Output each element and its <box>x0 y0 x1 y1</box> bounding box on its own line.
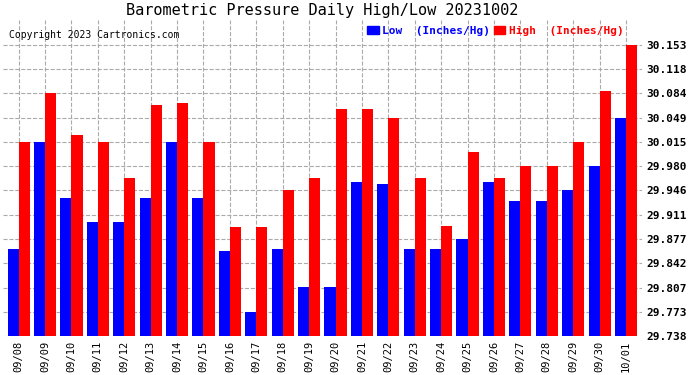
Bar <box>219 251 230 336</box>
Bar <box>324 287 335 336</box>
Bar <box>204 142 215 336</box>
Bar <box>600 90 611 336</box>
Bar <box>351 182 362 336</box>
Bar <box>230 227 241 336</box>
Bar <box>72 135 83 336</box>
Bar <box>166 142 177 336</box>
Bar <box>441 226 452 336</box>
Bar <box>193 198 204 336</box>
Title: Barometric Pressure Daily High/Low 20231002: Barometric Pressure Daily High/Low 20231… <box>126 3 518 18</box>
Bar <box>245 312 256 336</box>
Bar <box>404 249 415 336</box>
Bar <box>562 190 573 336</box>
Bar <box>335 109 346 336</box>
Bar <box>60 198 72 336</box>
Bar <box>113 222 124 336</box>
Bar <box>415 178 426 336</box>
Bar <box>483 182 494 336</box>
Bar <box>98 142 109 336</box>
Bar <box>45 93 56 336</box>
Bar <box>362 109 373 336</box>
Bar <box>520 166 531 336</box>
Bar <box>494 178 505 336</box>
Bar <box>377 184 388 336</box>
Bar <box>546 166 558 336</box>
Bar <box>309 178 320 336</box>
Bar <box>589 166 600 336</box>
Bar <box>19 142 30 336</box>
Bar <box>87 222 98 336</box>
Bar <box>430 249 441 336</box>
Bar <box>468 152 479 336</box>
Bar <box>139 198 150 336</box>
Bar <box>8 249 19 336</box>
Bar <box>509 201 520 336</box>
Bar <box>298 287 309 336</box>
Bar <box>388 118 400 336</box>
Bar <box>256 227 268 336</box>
Bar <box>272 249 283 336</box>
Bar <box>150 105 161 336</box>
Bar <box>177 103 188 336</box>
Legend: Low  (Inches/Hg), High  (Inches/Hg): Low (Inches/Hg), High (Inches/Hg) <box>363 21 628 40</box>
Bar <box>535 201 546 336</box>
Bar <box>615 118 626 336</box>
Bar <box>626 45 637 336</box>
Bar <box>573 142 584 336</box>
Bar <box>34 142 45 336</box>
Bar <box>457 238 468 336</box>
Text: Copyright 2023 Cartronics.com: Copyright 2023 Cartronics.com <box>9 30 179 40</box>
Bar <box>283 190 294 336</box>
Bar <box>124 178 135 336</box>
